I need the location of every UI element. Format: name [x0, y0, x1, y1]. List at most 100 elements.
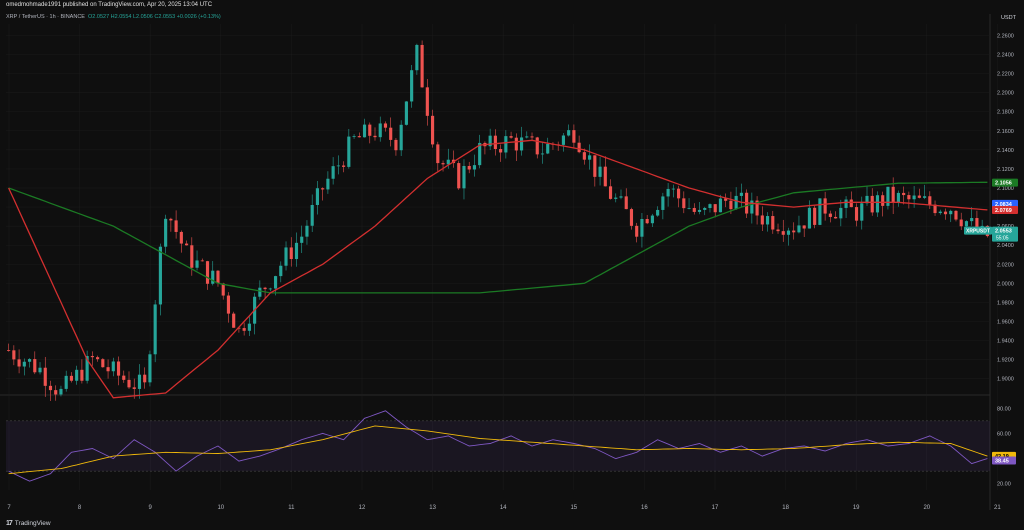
candle-body	[472, 165, 477, 170]
candle-body	[352, 136, 356, 137]
y-tick-label: 1.9200	[997, 358, 1014, 364]
candle-body	[310, 204, 314, 226]
candle-body	[294, 242, 299, 260]
candle-body	[389, 127, 393, 140]
y-tick-label: 2.0000	[997, 281, 1014, 287]
candle-body	[195, 260, 199, 268]
candle-body	[342, 165, 346, 167]
candle-body	[519, 137, 524, 151]
candle-body	[697, 209, 702, 212]
candle-body	[682, 198, 686, 209]
candle-body	[818, 198, 822, 225]
rsi-band	[6, 420, 990, 472]
candle-body	[441, 163, 445, 165]
candle-body	[185, 243, 189, 246]
candle-body	[891, 186, 895, 203]
candle-body	[462, 165, 466, 189]
candle-body	[834, 216, 838, 219]
candle-body	[90, 356, 94, 358]
candle-body	[7, 350, 11, 351]
rsi-tick-label: 80.00	[997, 406, 1011, 412]
candle-body	[315, 188, 319, 205]
candle-body	[164, 218, 168, 247]
candle-body	[923, 196, 927, 198]
candle-body	[577, 142, 581, 153]
price-label-box	[992, 199, 1018, 208]
candle-body	[69, 375, 73, 381]
candle-body	[247, 323, 251, 331]
x-tick-label: 20	[923, 505, 930, 511]
symbol-name[interactable]: XRP / TetherUS · 1h · BINANCE	[6, 14, 85, 20]
candle-body	[849, 199, 853, 208]
candle-body	[656, 209, 660, 216]
candle-body	[504, 136, 508, 153]
x-tick-label: 13	[429, 505, 436, 511]
candle-body	[765, 216, 770, 225]
ohlc-values: O2.0527 H2.0554 L2.0506 C2.0553 +0.0026 …	[88, 14, 221, 20]
candle-body	[933, 204, 937, 214]
candle-body	[54, 390, 58, 395]
candle-body	[598, 166, 602, 177]
tradingview-name: TradingView	[14, 520, 51, 527]
candle-body	[671, 188, 675, 190]
candle-body	[902, 192, 906, 196]
rsi-tick-label: 60.00	[997, 431, 1011, 437]
candle-body	[143, 374, 147, 383]
tradingview-brand[interactable]: 17 TradingView	[6, 520, 51, 527]
candle-body	[336, 165, 340, 167]
candle-body	[410, 70, 414, 102]
candle-body	[357, 136, 361, 138]
candle-body	[436, 144, 440, 164]
candle-body	[488, 135, 492, 147]
candle-body	[200, 260, 204, 262]
y-tick-label: 2.2200	[997, 72, 1014, 78]
candle-body	[263, 287, 267, 290]
x-tick-label: 16	[641, 505, 648, 511]
y-tick-label: 1.9000	[997, 377, 1014, 383]
candle-body	[509, 136, 513, 138]
y-tick-label: 2.2600	[997, 33, 1014, 39]
candle-body	[216, 270, 220, 284]
candle-body	[629, 209, 634, 226]
candle-body	[692, 208, 696, 212]
x-tick-label: 11	[288, 505, 295, 511]
candle-body	[964, 221, 969, 227]
rsi-value-text: 38.45	[995, 459, 1009, 465]
currency-label[interactable]: USDT	[1001, 15, 1016, 21]
candle-body	[635, 225, 639, 237]
price-label-box	[992, 178, 1018, 187]
candle-body	[59, 388, 63, 395]
x-tick-label: 9	[149, 505, 153, 511]
candle-body	[917, 195, 921, 198]
candle-body	[886, 186, 890, 206]
candle-body	[823, 198, 827, 214]
candle-body	[970, 218, 974, 222]
candle-body	[226, 295, 231, 314]
candle-body	[321, 188, 325, 190]
candle-body	[137, 374, 142, 389]
candle-body	[258, 287, 262, 297]
candle-body	[776, 229, 780, 232]
candle-body	[807, 207, 811, 229]
rsi-tick-label: 20.00	[997, 482, 1011, 488]
y-tick-label: 2.0400	[997, 243, 1014, 249]
candle-body	[546, 143, 550, 154]
candle-body	[80, 369, 84, 381]
symbol-price-text: 2.0553	[995, 229, 1012, 235]
x-tick-label: 14	[500, 505, 507, 511]
candle-body	[232, 313, 236, 328]
candle-body	[368, 124, 372, 136]
candle-body	[771, 216, 775, 230]
candle-body	[535, 137, 539, 155]
candle-body	[881, 195, 885, 206]
price-label-text: 2.0834	[995, 202, 1013, 208]
candle-body	[781, 231, 785, 235]
candle-body	[305, 225, 309, 237]
candle-body	[148, 354, 152, 383]
candle-body	[875, 195, 880, 213]
candle-body	[650, 215, 654, 224]
candle-body	[27, 359, 32, 362]
rsi-signal-line	[8, 425, 988, 475]
candle-body	[106, 367, 110, 372]
